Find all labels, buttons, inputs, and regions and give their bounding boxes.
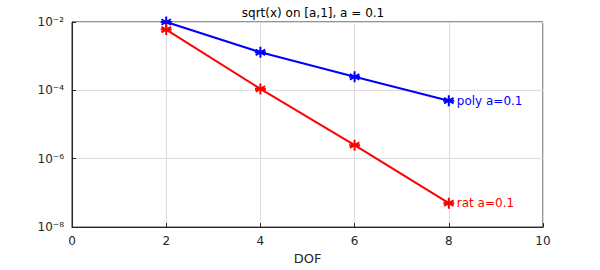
svg-text:sqrt(x) on [a,1], a = 0.1: sqrt(x) on [a,1], a = 0.1 xyxy=(242,6,384,20)
svg-text:DOF: DOF xyxy=(294,251,322,266)
svg-text:10⁻⁴: 10⁻⁴ xyxy=(38,83,65,97)
svg-text:10⁻²: 10⁻² xyxy=(38,15,65,29)
svg-text:10: 10 xyxy=(535,234,550,248)
svg-text:2: 2 xyxy=(162,234,170,248)
svg-text:10⁻⁶: 10⁻⁶ xyxy=(38,152,65,166)
svg-text:6: 6 xyxy=(351,234,359,248)
svg-text:0: 0 xyxy=(68,234,76,248)
svg-text:poly a=0.1: poly a=0.1 xyxy=(457,94,523,108)
svg-text:8: 8 xyxy=(445,234,453,248)
svg-text:4: 4 xyxy=(257,234,265,248)
svg-text:rat a=0.1: rat a=0.1 xyxy=(457,196,514,210)
svg-text:10⁻⁸: 10⁻⁸ xyxy=(38,220,65,234)
